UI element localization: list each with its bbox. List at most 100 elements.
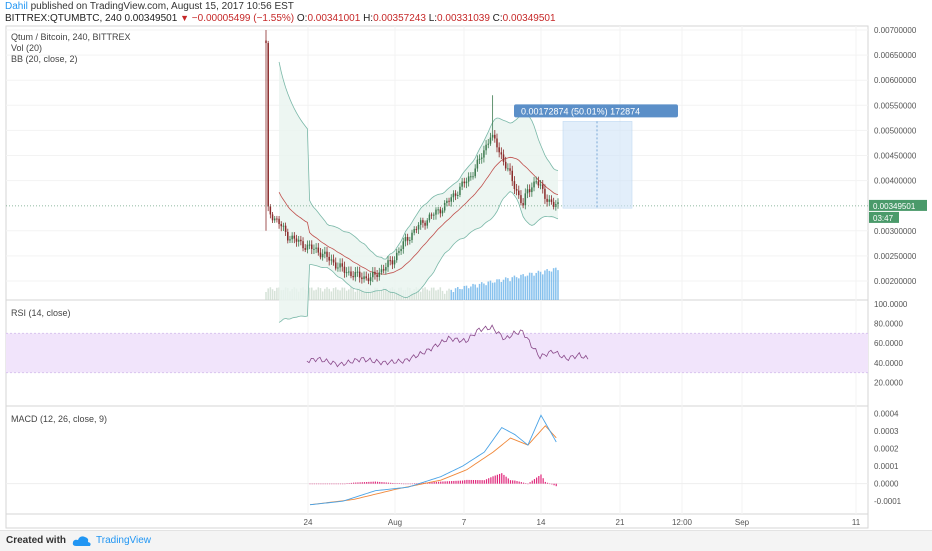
candle-body (409, 240, 411, 242)
volume-bar (522, 274, 524, 300)
macd-histogram-bar (520, 482, 522, 484)
candle-body (557, 202, 559, 205)
candle-body (500, 152, 503, 155)
volume-bar (315, 289, 317, 300)
volume-bar (389, 288, 391, 300)
volume-bar (474, 284, 476, 300)
open-label: O: (296, 13, 308, 24)
bollinger-upper (278, 61, 559, 260)
volume-bar (341, 287, 344, 300)
macd-histogram-bar (396, 483, 398, 484)
volume-bar (526, 275, 529, 300)
candle-body (302, 241, 304, 249)
candle-body (548, 199, 551, 202)
volume-bar (507, 278, 509, 300)
rsi-axis-tick-label: 20.0000 (874, 378, 903, 387)
candle-body (491, 134, 494, 138)
candle-body (387, 260, 389, 268)
change-value: −0.00005499 (−1.55%) (191, 13, 295, 24)
candle-body (332, 259, 335, 263)
macd-histogram-bar (531, 480, 533, 484)
macd-histogram-bar (442, 481, 444, 484)
volume-bar (308, 287, 311, 300)
macd-pane-frame (5, 405, 869, 515)
candle-body (321, 253, 324, 258)
macd-histogram-bar (333, 483, 335, 485)
rsi-line (306, 324, 589, 368)
price-axis-tick-label: 0.00450000 (874, 151, 917, 160)
candle-body (398, 251, 400, 253)
volume-bar (491, 282, 494, 300)
tradingview-brand-link[interactable]: TradingView (96, 535, 152, 546)
volume-bar (450, 289, 452, 300)
volume-bar (535, 272, 537, 300)
candle-body (513, 181, 516, 190)
candle-body (317, 247, 320, 253)
volume-bar (439, 287, 442, 300)
candle-body (385, 267, 387, 271)
candle-body (485, 144, 487, 151)
volume-bar (367, 287, 370, 300)
candle-body (533, 181, 535, 188)
author-link[interactable]: Dahil (5, 1, 28, 12)
low-label: L: (428, 13, 438, 24)
macd-histogram-bar (355, 482, 357, 484)
chart-canvas[interactable]: 0.00172874 (50.01%) 172874 24 Aug 7 14 21 12:… (0, 24, 932, 530)
candle-body (395, 252, 398, 261)
volume-bar (483, 283, 485, 300)
bollinger-lower (278, 191, 559, 323)
volume-bar (430, 287, 433, 300)
volume-bar (276, 287, 278, 300)
footer-bar: Created with TradingView (0, 530, 932, 551)
volume-bar (345, 290, 348, 300)
macd-histogram-bar (431, 482, 433, 484)
macd-histogram-bar (368, 481, 370, 484)
candle-body (358, 271, 361, 278)
volume-bar (470, 286, 472, 300)
macd-histogram-bar (522, 482, 525, 484)
macd-histogram-bar (337, 483, 339, 485)
volume-bar (365, 287, 368, 300)
macd-histogram-bar (342, 483, 344, 485)
candle-body (339, 263, 341, 268)
macd-histogram-bar (481, 480, 483, 484)
volume-bar (548, 270, 551, 300)
candle-body (380, 269, 383, 273)
candle-body (509, 168, 511, 171)
close-value: 0.00349501 (502, 13, 556, 24)
volume-bar (319, 288, 322, 300)
volume-bar (395, 290, 398, 300)
candle-body (391, 260, 394, 265)
macd-histogram-bar (409, 483, 411, 485)
symbol-label: BITTREX:QTUMBTC, 240 (5, 13, 122, 24)
macd-histogram-bar (429, 482, 431, 484)
macd-histogram-bar (525, 483, 527, 484)
candle-body (507, 168, 509, 170)
candle-body (518, 190, 520, 196)
bollinger-fill (279, 61, 558, 323)
macd-histogram-bar (326, 483, 329, 485)
macd-histogram-bar (376, 481, 379, 484)
last-price-tag (869, 199, 927, 211)
macd-histogram-bar (446, 481, 448, 484)
macd-histogram-bar (546, 482, 549, 484)
macd-histogram-bar (405, 483, 407, 485)
macd-histogram-bar (516, 481, 518, 484)
candle-body (550, 199, 553, 202)
volume-bar (557, 270, 559, 300)
volume-bar (376, 287, 378, 300)
x-axis-tick-label: 14 (537, 518, 546, 527)
volume-bar (413, 288, 415, 300)
candle-body (393, 260, 396, 265)
price-axis-tick-label: 0.00400000 (874, 177, 917, 186)
candle-body (276, 218, 278, 220)
macd-histogram-bar (435, 481, 437, 484)
macd-line (309, 414, 557, 506)
volume-bar (461, 289, 463, 300)
measure-label-bg (514, 104, 678, 118)
x-axis-tick-label: 7 (462, 518, 467, 527)
volume-bar (385, 288, 387, 300)
macd-histogram-bar (309, 483, 311, 485)
volume-bar (487, 281, 490, 300)
macd-histogram-bar (357, 482, 359, 484)
